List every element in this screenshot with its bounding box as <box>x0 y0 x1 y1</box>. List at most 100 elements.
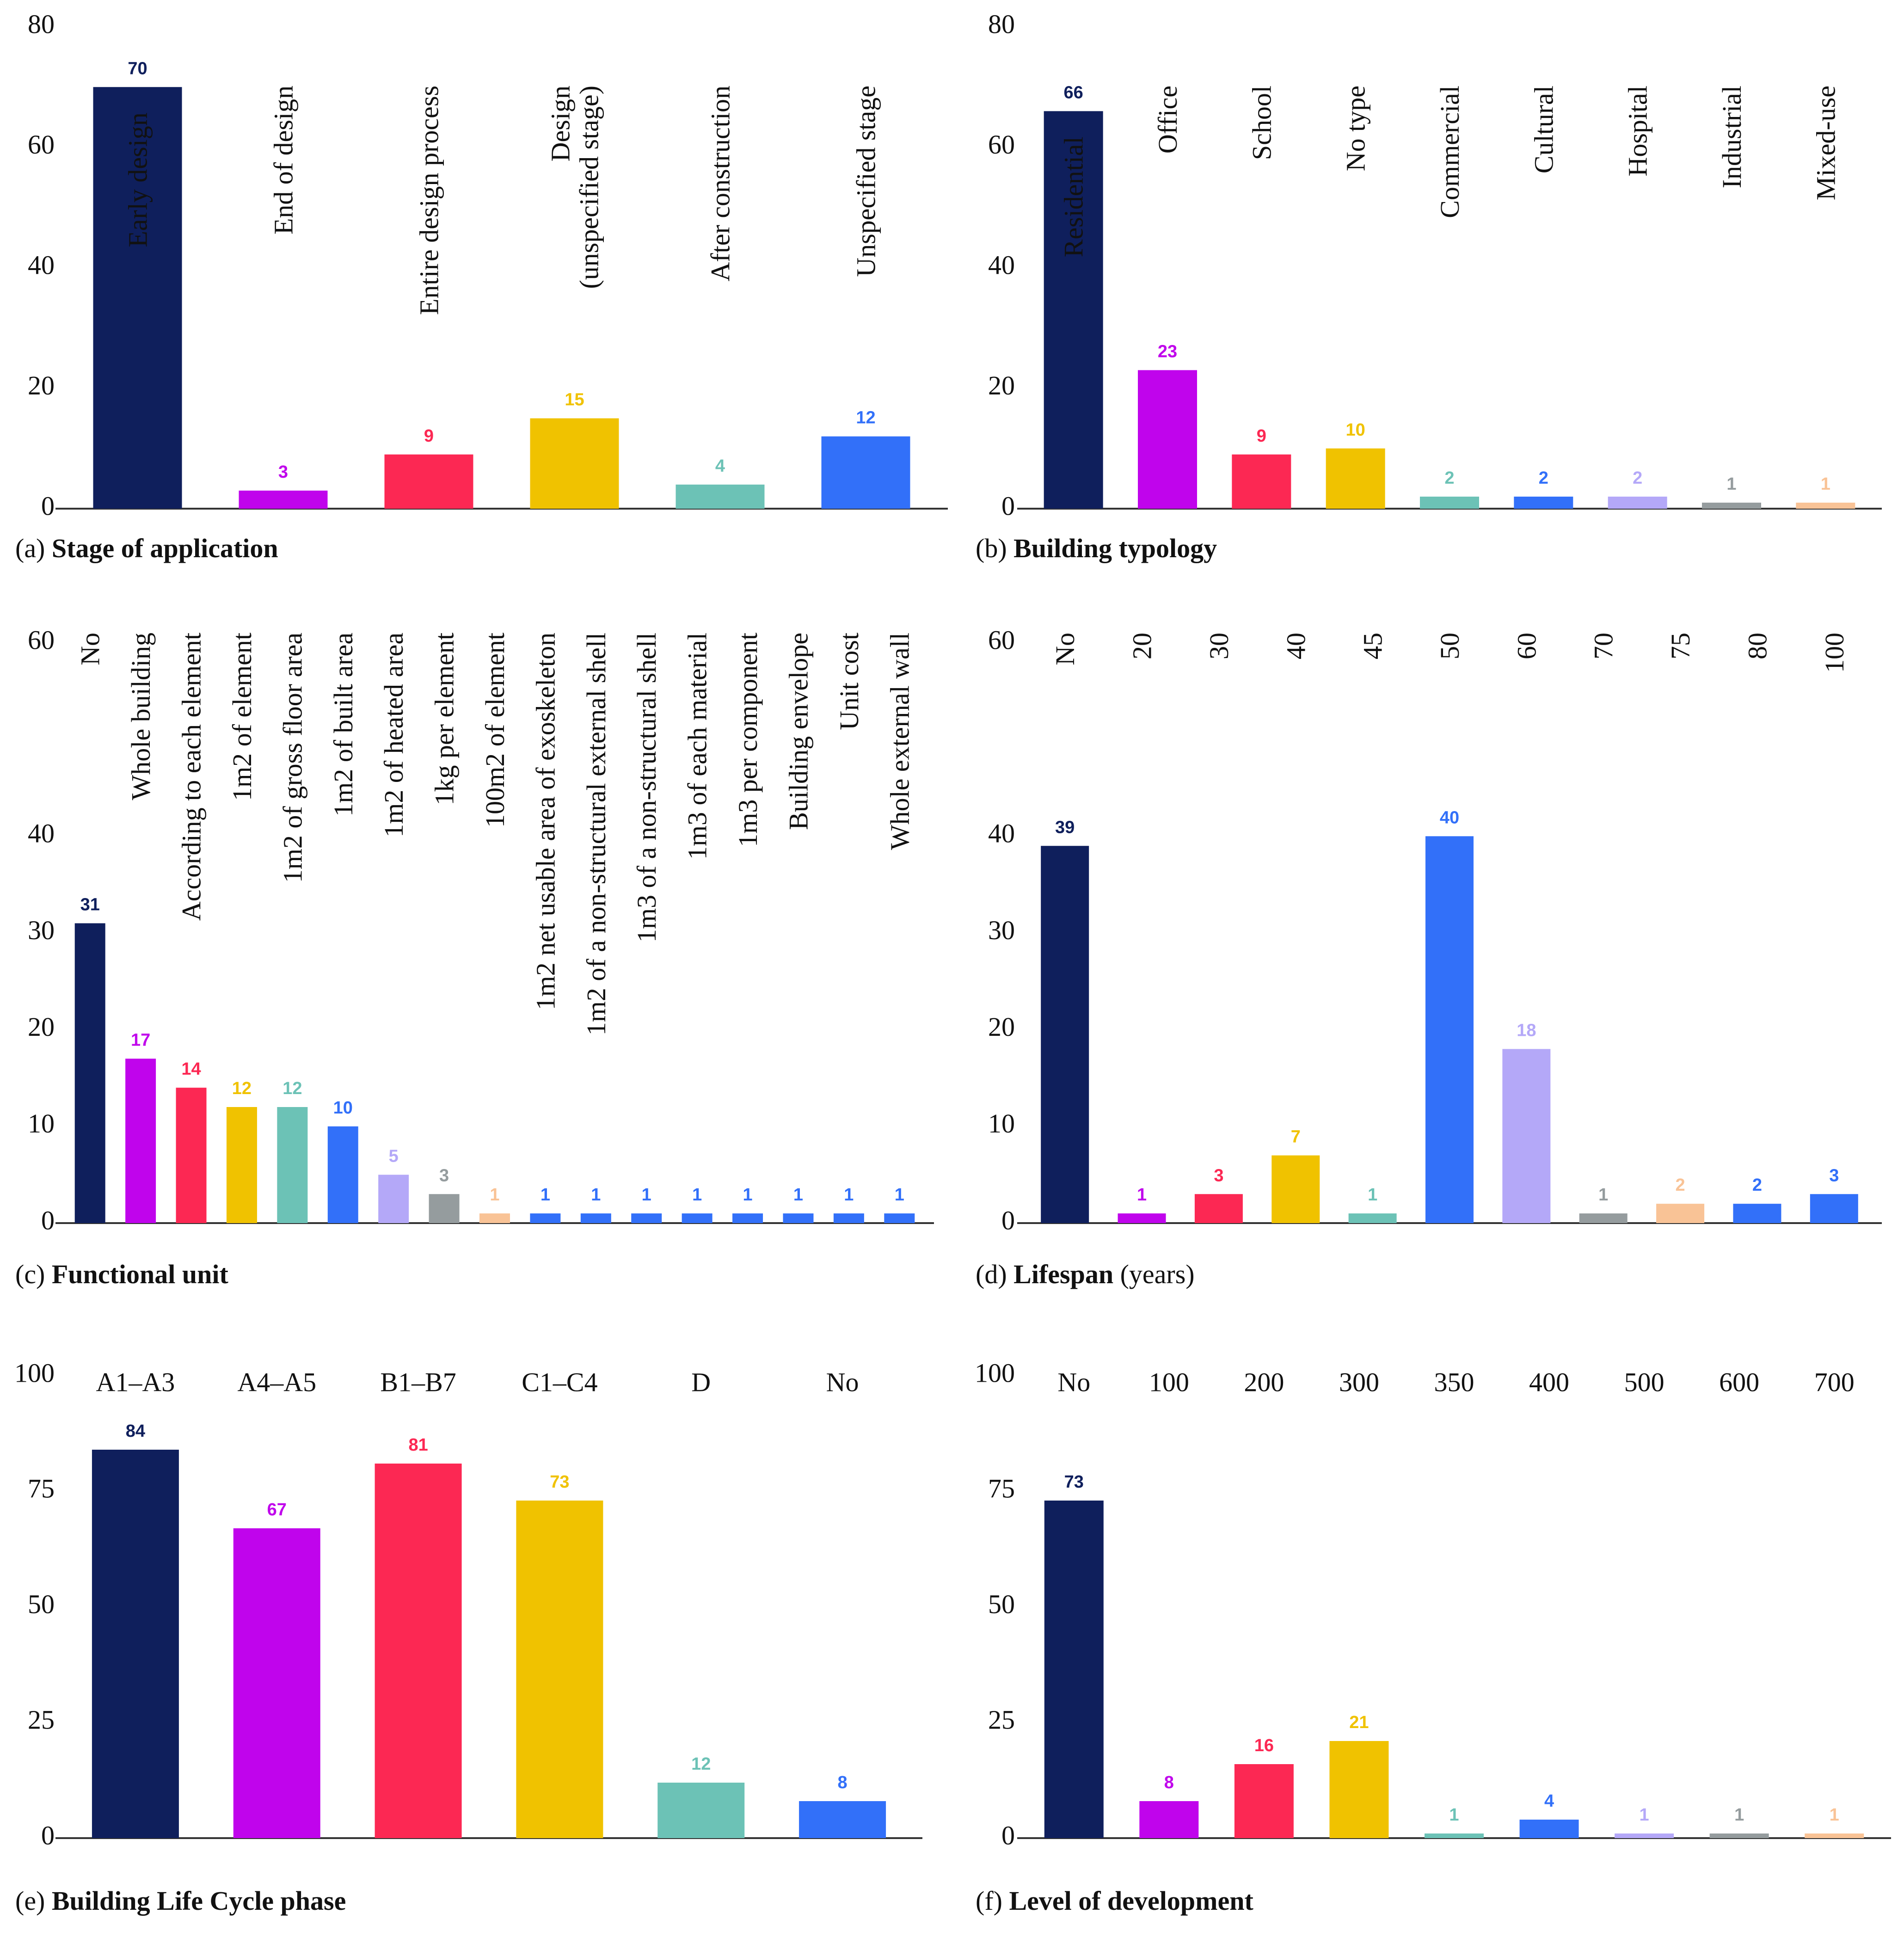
bar <box>682 1213 712 1223</box>
data-label: 12 <box>283 1079 302 1098</box>
category-label-line: Whole external wall <box>884 633 915 850</box>
category-label-line: 80 <box>1742 633 1772 659</box>
data-label: 17 <box>131 1030 150 1050</box>
y-tick-label: 60 <box>988 625 1015 655</box>
category-label: 350 <box>1434 1367 1474 1397</box>
y-tick-label: 60 <box>988 129 1015 160</box>
y-tick-label: 40 <box>28 250 55 280</box>
y-tick-label: 0 <box>1001 1820 1015 1850</box>
category-label: No <box>1050 633 1080 665</box>
category-label: 1m2 of gross floor area <box>277 633 307 883</box>
data-label: 12 <box>856 408 875 428</box>
bar <box>580 1213 611 1223</box>
panel-caption: (d) Lifespan (years) <box>976 1259 1195 1289</box>
category-label-line: 40 <box>1281 633 1311 659</box>
data-label: 2 <box>1633 468 1642 488</box>
bar <box>1139 1801 1199 1838</box>
bar <box>1271 1155 1320 1223</box>
y-tick-label: 0 <box>1001 1205 1015 1235</box>
category-label-line: Early design <box>123 112 153 247</box>
bar <box>1194 1194 1243 1223</box>
data-label: 9 <box>1257 426 1266 446</box>
category-label: Mixed-use <box>1811 86 1841 200</box>
category-label-line: 1m2 of gross floor area <box>277 633 307 883</box>
chart-panel-f: 0 25 50 75 100 73 No 8 100 16 200 21 300 1 350 4 400 1 500… <box>975 1358 1891 1916</box>
bar <box>1702 502 1761 509</box>
y-tick-label: 80 <box>988 9 1015 39</box>
category-label-line: 1m3 per component <box>733 633 763 847</box>
data-label: 3 <box>1829 1166 1839 1185</box>
bar <box>1810 1194 1858 1223</box>
category-label: 1m3 of each material <box>682 633 712 860</box>
category-label: Whole external wall <box>884 633 915 850</box>
data-label: 1 <box>1368 1185 1377 1205</box>
category-label-line: 100m2 of element <box>480 633 510 828</box>
data-label: 8 <box>838 1773 848 1792</box>
bar <box>884 1213 915 1223</box>
chart-title: Lifespan <box>1013 1259 1113 1289</box>
y-tick-label: 75 <box>988 1473 1015 1503</box>
bar <box>1733 1204 1781 1223</box>
bar <box>1608 496 1667 509</box>
bar <box>530 418 619 509</box>
category-label: A1–A3 <box>96 1367 175 1397</box>
category-label: 400 <box>1529 1367 1569 1397</box>
category-label: 30 <box>1204 633 1234 659</box>
data-label: 10 <box>1346 420 1365 440</box>
category-label-line: After construction <box>706 86 736 282</box>
y-tick-label: 40 <box>988 250 1015 280</box>
category-label: 100 <box>1819 633 1849 673</box>
category-label: After construction <box>706 86 736 282</box>
data-label: 40 <box>1440 808 1459 827</box>
y-tick-label: 0 <box>41 1820 55 1850</box>
y-tick-label: 60 <box>28 129 55 160</box>
bar <box>1579 1213 1628 1223</box>
data-label: 8 <box>1164 1773 1174 1792</box>
data-label: 81 <box>408 1435 428 1455</box>
panel-caption: (c) Functional unit <box>15 1259 228 1289</box>
bar <box>1615 1833 1674 1838</box>
y-tick-label: 30 <box>988 915 1015 945</box>
bar <box>1805 1833 1864 1838</box>
caption-prefix: (a) <box>15 533 52 563</box>
category-label: 1m3 of a non-structural shell <box>632 633 662 942</box>
data-label: 1 <box>591 1185 601 1205</box>
data-label: 66 <box>1064 83 1083 102</box>
bar <box>1232 454 1291 509</box>
category-label: 1m2 net usable area of exoskeleton <box>530 633 560 1010</box>
y-tick-label: 50 <box>988 1589 1015 1619</box>
y-tick-label: 0 <box>41 491 55 521</box>
data-label: 1 <box>1734 1805 1744 1825</box>
category-label: 700 <box>1814 1367 1855 1397</box>
data-label: 1 <box>490 1185 499 1205</box>
category-label-line: 45 <box>1358 633 1388 659</box>
category-label: Cultural <box>1529 86 1559 173</box>
y-tick-label: 25 <box>988 1704 1015 1735</box>
y-tick-label: 40 <box>988 818 1015 849</box>
bar <box>429 1194 460 1223</box>
y-tick-label: 0 <box>1001 491 1015 521</box>
category-label: According to each element <box>177 633 207 921</box>
category-label-line: No <box>75 633 105 665</box>
bar <box>1234 1764 1294 1838</box>
category-label-line: Mixed-use <box>1811 86 1841 200</box>
data-label: 14 <box>181 1059 201 1079</box>
category-label: Entire design process <box>414 86 444 315</box>
category-label: No <box>826 1367 859 1397</box>
bar <box>1329 1741 1389 1838</box>
chart-panel-b: 0 20 40 60 80 66 Residential 23 Office 9 School 10 N… <box>976 9 1882 563</box>
category-label-line: Unit cost <box>834 633 864 730</box>
data-label: 7 <box>1291 1127 1301 1147</box>
chart-panel-e: 0 25 50 75 100 84 A1–A3 67 A4–A5 81 B1–B7 73 C1–C4 12… <box>14 1358 922 1916</box>
category-label: No <box>75 633 105 665</box>
category-label-line: 1kg per element <box>430 633 460 806</box>
category-label-line: No type <box>1341 86 1371 171</box>
bar <box>1041 846 1089 1223</box>
data-label: 1 <box>1598 1185 1608 1205</box>
y-tick-label: 0 <box>41 1205 55 1235</box>
category-label-line: 30 <box>1204 633 1234 659</box>
data-label: 1 <box>895 1185 904 1205</box>
category-label: 50 <box>1435 633 1465 659</box>
category-label: Industrial <box>1717 86 1747 188</box>
